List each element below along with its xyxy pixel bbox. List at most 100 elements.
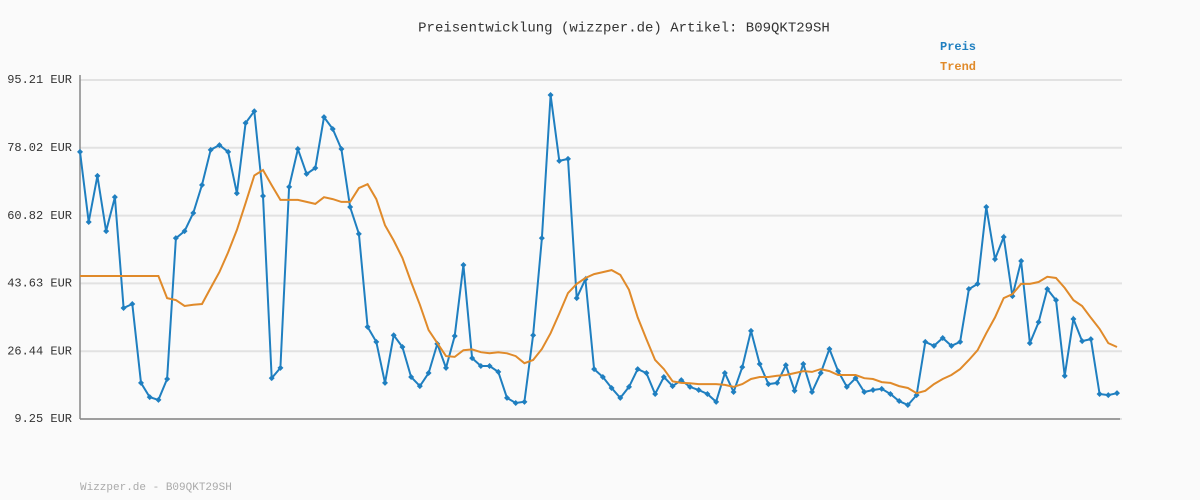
point-marker bbox=[1079, 338, 1086, 345]
point-marker bbox=[1035, 319, 1042, 326]
point-marker bbox=[321, 114, 327, 121]
point-marker bbox=[443, 364, 449, 371]
point-marker bbox=[1096, 390, 1103, 397]
point-marker bbox=[626, 383, 632, 390]
point-marker bbox=[809, 388, 815, 395]
point-marker bbox=[294, 146, 301, 153]
point-marker bbox=[573, 295, 580, 302]
point-marker bbox=[85, 219, 92, 226]
point-marker bbox=[312, 164, 319, 171]
y-tick-label: 43.63 EUR bbox=[7, 277, 72, 291]
series-line bbox=[80, 168, 1118, 395]
footer: Wizzper.de - B09QKT29SH bbox=[80, 482, 232, 494]
point-marker bbox=[704, 390, 711, 397]
point-marker bbox=[608, 385, 615, 392]
point-marker bbox=[835, 368, 842, 375]
point-marker bbox=[146, 394, 153, 401]
point-marker bbox=[286, 183, 293, 190]
point-marker bbox=[347, 204, 354, 211]
point-marker bbox=[512, 400, 519, 407]
point-marker bbox=[382, 379, 388, 386]
point-marker bbox=[992, 256, 998, 263]
point-marker bbox=[190, 209, 197, 216]
point-marker bbox=[1070, 316, 1077, 323]
point-marker bbox=[687, 383, 693, 390]
point-marker bbox=[852, 375, 859, 382]
point-marker bbox=[495, 368, 502, 375]
point-marker bbox=[1087, 336, 1094, 343]
point-marker bbox=[390, 332, 397, 339]
y-tick-label: 95.21 EUR bbox=[7, 73, 72, 87]
legend-label: Trend bbox=[940, 60, 976, 74]
point-marker bbox=[634, 366, 641, 373]
point-marker bbox=[1026, 340, 1033, 347]
point-marker bbox=[652, 390, 659, 397]
y-tick-label: 60.82 EUR bbox=[7, 209, 72, 223]
point-marker bbox=[303, 170, 310, 177]
point-marker bbox=[329, 125, 336, 132]
point-marker bbox=[931, 342, 937, 349]
point-marker bbox=[364, 323, 371, 330]
point-marker bbox=[565, 155, 571, 162]
point-marker bbox=[77, 148, 83, 155]
point-marker bbox=[800, 360, 807, 367]
point-marker bbox=[861, 388, 868, 395]
point-marker bbox=[451, 332, 458, 339]
point-marker bbox=[695, 387, 702, 394]
point-marker bbox=[843, 383, 850, 390]
point-marker bbox=[643, 370, 650, 377]
point-marker bbox=[713, 398, 720, 405]
point-marker bbox=[721, 370, 728, 377]
point-marker bbox=[660, 373, 667, 380]
point-marker bbox=[120, 304, 127, 311]
point-marker bbox=[826, 345, 833, 352]
point-marker bbox=[138, 379, 144, 386]
point-marker bbox=[974, 280, 981, 287]
point-marker bbox=[251, 108, 258, 115]
y-tick-label: 78.02 EUR bbox=[7, 141, 72, 155]
point-marker bbox=[1000, 233, 1007, 240]
point-marker bbox=[181, 228, 188, 235]
point-marker bbox=[277, 364, 284, 371]
point-marker bbox=[504, 394, 510, 401]
point-marker bbox=[782, 362, 789, 369]
point-marker bbox=[765, 381, 772, 388]
y-tick-label: 9.25 EUR bbox=[14, 412, 72, 426]
point-marker bbox=[199, 181, 205, 188]
point-marker bbox=[155, 396, 162, 403]
point-marker bbox=[216, 142, 223, 149]
point-marker bbox=[373, 338, 380, 345]
point-marker bbox=[983, 204, 990, 211]
point-marker bbox=[225, 148, 232, 155]
point-marker bbox=[957, 338, 964, 345]
point-marker bbox=[1053, 297, 1059, 304]
point-marker bbox=[477, 362, 484, 369]
point-marker bbox=[599, 373, 606, 380]
point-marker bbox=[268, 375, 275, 382]
point-marker bbox=[556, 157, 563, 164]
point-marker bbox=[172, 235, 179, 242]
point-marker bbox=[538, 235, 545, 242]
chart-title: Preisentwicklung (wizzper.de) Artikel: B… bbox=[418, 21, 830, 37]
point-marker bbox=[922, 338, 929, 345]
point-marker bbox=[748, 327, 754, 334]
point-marker bbox=[460, 261, 467, 268]
point-marker bbox=[870, 387, 876, 394]
point-marker bbox=[887, 390, 894, 397]
point-marker bbox=[791, 387, 798, 394]
point-marker bbox=[355, 230, 362, 237]
point-marker bbox=[521, 398, 528, 405]
point-marker bbox=[547, 92, 554, 99]
y-tick-label: 26.44 EUR bbox=[7, 344, 72, 358]
point-marker bbox=[774, 379, 781, 386]
point-marker bbox=[233, 190, 240, 197]
point-marker bbox=[756, 360, 763, 367]
point-marker bbox=[591, 366, 598, 373]
point-marker bbox=[817, 370, 824, 377]
point-marker bbox=[1061, 372, 1068, 379]
point-marker bbox=[338, 146, 345, 153]
point-marker bbox=[948, 342, 955, 349]
point-marker bbox=[1114, 390, 1120, 397]
point-marker bbox=[904, 401, 911, 408]
